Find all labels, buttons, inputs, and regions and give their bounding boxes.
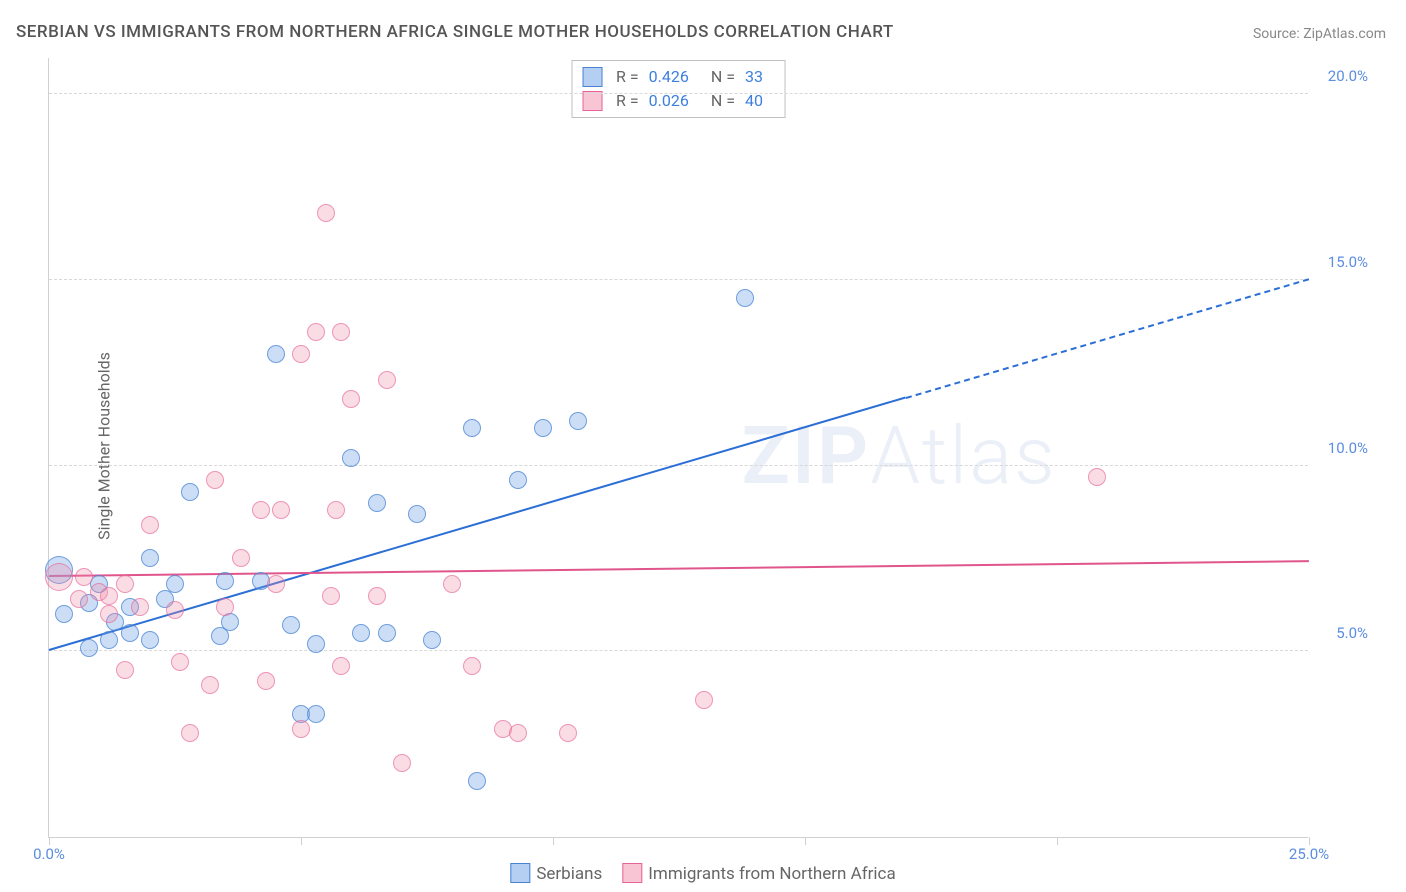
y-tick-label: 20.0%	[1328, 67, 1368, 85]
data-point	[534, 419, 552, 437]
data-point	[141, 549, 159, 567]
data-point	[423, 631, 441, 649]
data-point	[100, 605, 118, 623]
data-point	[116, 575, 134, 593]
series-legend: Serbians Immigrants from Northern Africa	[510, 863, 895, 884]
x-tick	[49, 837, 50, 845]
data-point	[468, 772, 486, 790]
data-point	[252, 501, 270, 519]
gridline	[49, 279, 1308, 280]
chart-source: Source: ZipAtlas.com	[1253, 26, 1386, 42]
data-point	[272, 501, 290, 519]
data-point	[393, 754, 411, 772]
data-point	[75, 568, 93, 586]
x-tick-label: 0.0%	[33, 845, 65, 863]
gridline	[49, 650, 1308, 651]
data-point	[509, 471, 527, 489]
data-point	[463, 419, 481, 437]
data-point	[307, 323, 325, 341]
data-point	[327, 501, 345, 519]
legend-swatch	[582, 67, 602, 87]
data-point	[70, 590, 88, 608]
data-point	[116, 661, 134, 679]
data-point	[181, 724, 199, 742]
data-point	[1088, 468, 1106, 486]
data-point	[181, 483, 199, 501]
data-point	[559, 724, 577, 742]
data-point	[267, 575, 285, 593]
data-point	[736, 289, 754, 307]
x-tick	[1057, 837, 1058, 845]
data-point	[569, 412, 587, 430]
data-point	[166, 575, 184, 593]
y-tick-label: 10.0%	[1328, 439, 1368, 457]
data-point	[463, 657, 481, 675]
data-point	[307, 635, 325, 653]
correlation-stats-box: R =0.426N =33R =0.026N =40	[571, 60, 786, 118]
data-point	[166, 601, 184, 619]
data-point	[342, 390, 360, 408]
data-point	[216, 598, 234, 616]
x-tick	[553, 837, 554, 845]
data-point	[257, 672, 275, 690]
data-point	[232, 549, 250, 567]
data-point	[509, 724, 527, 742]
data-point	[378, 371, 396, 389]
data-point	[332, 323, 350, 341]
data-point	[141, 516, 159, 534]
legend-swatch	[510, 863, 530, 883]
data-point	[695, 691, 713, 709]
stat-label: R =	[616, 65, 639, 89]
correlation-chart: SERBIAN VS IMMIGRANTS FROM NORTHERN AFRI…	[0, 0, 1406, 892]
data-point	[141, 631, 159, 649]
legend-item: Serbians	[510, 863, 602, 884]
data-point	[368, 587, 386, 605]
x-tick-label: 25.0%	[1289, 845, 1329, 863]
stats-row: R = 0.426 N = 33	[582, 65, 775, 89]
plot-area: ZIPAtlas R =0.426N =33R =0.026N =40 5.0%…	[48, 58, 1308, 838]
x-tick	[1309, 837, 1310, 845]
data-point	[201, 676, 219, 694]
stat-r-value: 0.426	[649, 65, 689, 89]
watermark: ZIPAtlas	[741, 409, 1056, 503]
data-point	[55, 605, 73, 623]
data-point	[80, 639, 98, 657]
data-point	[368, 494, 386, 512]
data-point	[121, 624, 139, 642]
trend-line-extrapolated	[906, 278, 1310, 399]
data-point	[100, 587, 118, 605]
data-point	[45, 563, 73, 591]
stat-label: N =	[711, 65, 735, 89]
chart-title: SERBIAN VS IMMIGRANTS FROM NORTHERN AFRI…	[16, 22, 894, 42]
data-point	[171, 653, 189, 671]
data-point	[292, 345, 310, 363]
data-point	[443, 575, 461, 593]
legend-swatch	[622, 863, 642, 883]
x-tick	[805, 837, 806, 845]
data-point	[317, 204, 335, 222]
y-tick-label: 15.0%	[1328, 253, 1368, 271]
gridline	[49, 93, 1308, 94]
data-point	[267, 345, 285, 363]
data-point	[206, 471, 224, 489]
data-point	[322, 587, 340, 605]
data-point	[292, 720, 310, 738]
data-point	[408, 505, 426, 523]
data-point	[307, 705, 325, 723]
data-point	[216, 572, 234, 590]
data-point	[100, 631, 118, 649]
data-point	[342, 449, 360, 467]
data-point	[282, 616, 300, 634]
y-tick-label: 5.0%	[1336, 624, 1368, 642]
legend-item: Immigrants from Northern Africa	[622, 863, 895, 884]
stat-n-value: 33	[745, 65, 763, 89]
data-point	[378, 624, 396, 642]
data-point	[332, 657, 350, 675]
data-point	[131, 598, 149, 616]
x-tick	[301, 837, 302, 845]
data-point	[352, 624, 370, 642]
